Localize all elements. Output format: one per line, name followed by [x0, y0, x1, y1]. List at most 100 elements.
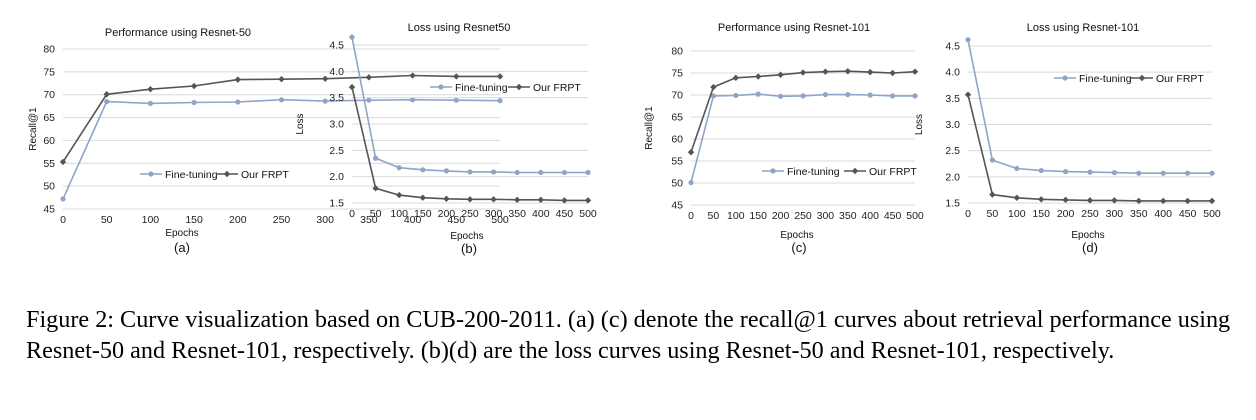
data-point: [561, 169, 568, 176]
x-tick-label: 350: [1130, 208, 1148, 220]
data-point: [1014, 165, 1020, 172]
x-tick-label: 350: [508, 208, 526, 220]
data-point: [799, 69, 807, 76]
x-tick-label: 500: [906, 210, 924, 222]
data-point: [420, 167, 426, 173]
data-point: [396, 191, 403, 199]
y-tick-label: 50: [671, 178, 683, 190]
y-tick-label: 3.5: [329, 92, 344, 104]
data-point: [965, 37, 971, 43]
figure-charts: 45 50 55 60 65 70 75 80 0 50 100 150 200 250 300 350 400…: [28, 22, 1221, 256]
chart-panel-4: 1.5 2.0 2.5 3.0 3.5 4.0 4.5 0 50 100 150 200 250 300 3…: [914, 22, 1221, 255]
legend-marker: [438, 84, 444, 90]
x-tick-label: 50: [987, 208, 999, 220]
data-point: [989, 191, 996, 198]
data-point: [348, 83, 356, 91]
chart-title: Loss using Resnet-101: [1027, 22, 1140, 34]
legend-label: Fine-tuning: [165, 169, 218, 181]
data-point: [1038, 196, 1045, 203]
y-axis-label: Recall@1: [28, 107, 39, 151]
chart-panel-2: 1.5 2.0 2.5 3.0 3.5 4.0 4.5 0 50 100 150 200 250 300 3…: [295, 22, 597, 256]
legend-marker: [515, 83, 523, 91]
x-tick-label: 50: [101, 214, 113, 226]
legend-label: Our FRPT: [1156, 73, 1204, 85]
data-point: [822, 68, 829, 75]
legend-marker: [148, 171, 154, 177]
data-point: [443, 195, 450, 202]
x-tick-label: 100: [1008, 208, 1026, 220]
x-tick-label: 300: [817, 210, 835, 222]
data-point: [890, 93, 896, 99]
x-tick-label: 400: [1154, 208, 1172, 220]
data-point: [1160, 170, 1166, 176]
data-point: [1160, 197, 1167, 205]
y-tick-label: 4.0: [329, 66, 344, 78]
data-point: [1038, 167, 1044, 174]
y-tick-label: 3.0: [329, 119, 344, 131]
data-point: [490, 196, 497, 203]
x-tick-label: 450: [556, 208, 574, 220]
data-point: [514, 196, 521, 204]
y-tick-label: 65: [43, 112, 55, 124]
data-point: [912, 93, 918, 99]
series-line: [62, 98, 501, 200]
x-tick-label: 0: [965, 208, 971, 220]
data-point: [1185, 170, 1191, 176]
data-point: [373, 155, 379, 161]
x-tick-label: 450: [1179, 208, 1197, 220]
data-point: [1013, 194, 1020, 201]
y-tick-label: 1.5: [329, 198, 344, 210]
x-tick-label: 250: [461, 208, 479, 220]
x-axis-label: Epochs: [165, 228, 198, 239]
x-tick-label: 100: [390, 208, 408, 220]
x-tick-label: 500: [1203, 208, 1221, 220]
data-point: [59, 158, 67, 166]
data-point: [349, 34, 355, 40]
x-tick-label: 300: [485, 208, 503, 220]
x-tick-label: 50: [708, 210, 720, 222]
y-tick-label: 4.5: [329, 40, 344, 52]
x-tick-label: 250: [273, 214, 291, 226]
legend-label: Fine-tuning: [787, 166, 840, 178]
data-point: [732, 74, 739, 82]
data-point: [1062, 196, 1069, 204]
data-point: [491, 169, 497, 175]
x-tick-label: 350: [839, 210, 857, 222]
series-line: [62, 74, 500, 163]
data-point: [443, 168, 449, 174]
data-point: [467, 169, 473, 175]
y-tick-label: 75: [671, 68, 683, 80]
data-point: [710, 93, 717, 99]
series-line: [351, 36, 588, 174]
data-point: [372, 185, 379, 192]
data-point: [396, 165, 402, 171]
data-point: [755, 91, 761, 97]
x-tick-label: 300: [316, 214, 334, 226]
x-tick-label: 400: [532, 208, 550, 220]
data-point: [845, 91, 851, 98]
data-point: [104, 98, 110, 105]
x-tick-label: 500: [491, 214, 509, 226]
legend-label: Our FRPT: [533, 82, 581, 94]
data-point: [514, 169, 520, 176]
x-axis-label: Epochs: [780, 230, 813, 241]
legend-label: Our FRPT: [869, 166, 917, 178]
x-tick-label: 300: [1106, 208, 1124, 220]
data-point: [366, 97, 372, 103]
y-tick-label: 80: [671, 46, 683, 58]
chart-title: Performance using Resnet-101: [718, 22, 870, 34]
data-point: [278, 97, 285, 103]
data-point: [191, 99, 197, 106]
data-point: [466, 196, 474, 203]
y-tick-label: 70: [43, 89, 55, 101]
data-point: [322, 98, 328, 104]
data-point: [1136, 170, 1142, 176]
legend-label: Fine-tuning: [1079, 73, 1132, 85]
y-tick-label: 4.5: [945, 41, 960, 53]
data-point: [889, 69, 896, 77]
legend-marker: [1138, 74, 1146, 82]
chart-title: Performance using Resnet-50: [105, 27, 251, 39]
data-point: [190, 82, 198, 90]
data-point: [103, 91, 110, 98]
data-point: [409, 72, 416, 79]
